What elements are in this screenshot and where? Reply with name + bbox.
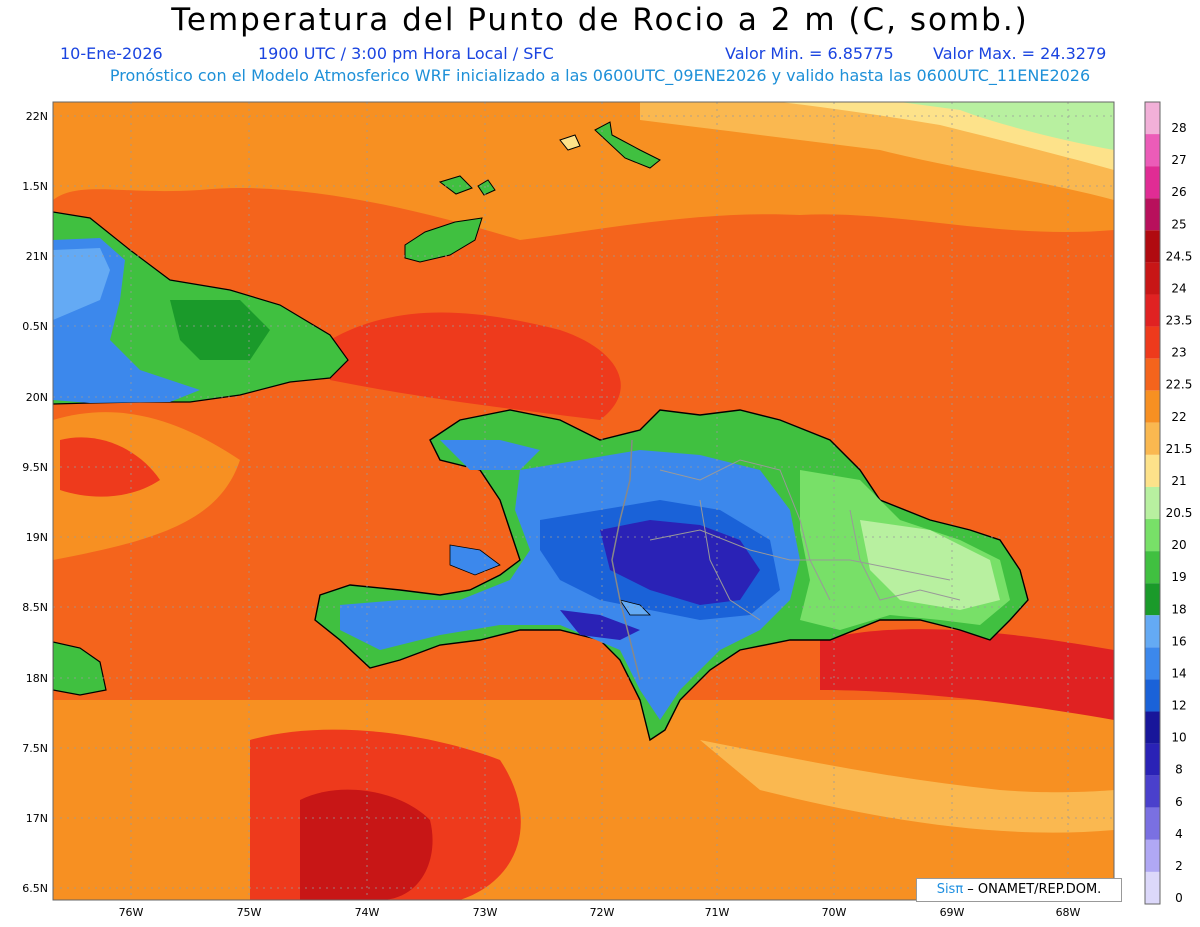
colorbar-label: 6 (1175, 795, 1183, 809)
colorbar-swatch (1145, 486, 1160, 520)
colorbar-swatch (1145, 679, 1160, 712)
colorbar-label: 10 (1171, 731, 1186, 745)
credit-org: – ONAMET/REP.DOM. (963, 882, 1102, 897)
colorbar-label: 4 (1175, 827, 1183, 841)
lon-label: 75W (237, 906, 262, 919)
colorbar-frame (1144, 101, 1161, 905)
colorbar: 2827262524.52423.52322.52221.52120.52019… (1144, 101, 1193, 905)
lat-label: 8.5N (22, 601, 48, 614)
colorbar-label: 2 (1175, 859, 1183, 873)
colorbar-label: 18 (1171, 602, 1186, 616)
colorbar-label: 23.5 (1166, 314, 1193, 328)
colorbar-label: 20 (1171, 538, 1186, 552)
lon-label: 68W (1056, 906, 1081, 919)
lon-label: 69W (940, 906, 965, 919)
lon-label: 73W (473, 906, 498, 919)
max-value: Valor Max. = 24.3279 (933, 44, 1107, 63)
colorbar-swatch (1145, 871, 1160, 904)
forecast-time: 1900 UTC / 3:00 pm Hora Local / SFC (258, 44, 554, 63)
colorbar-swatch (1145, 102, 1160, 135)
colorbar-label: 23 (1171, 346, 1186, 360)
lat-label: 18N (26, 672, 48, 685)
colorbar-label: 24.5 (1166, 249, 1193, 263)
lat-label: 22N (26, 110, 48, 123)
colorbar-swatch (1145, 519, 1160, 552)
sispi-logo: Sisπ (936, 882, 964, 897)
colorbar-swatch (1145, 390, 1160, 423)
lon-label: 76W (119, 906, 144, 919)
map-title: Temperatura del Punto de Rocio a 2 m (C,… (171, 2, 1029, 38)
graticule (53, 102, 1114, 900)
colorbar-swatch (1145, 807, 1160, 840)
colorbar-swatch (1145, 583, 1160, 616)
lat-label: 9.5N (22, 461, 48, 474)
min-value: Valor Min. = 6.85775 (725, 44, 894, 63)
colorbar-swatch (1145, 230, 1160, 263)
colorbar-label: 26 (1171, 185, 1186, 199)
lon-label: 71W (705, 906, 730, 919)
lat-label: 6.5N (22, 882, 48, 895)
model-info: Pronóstico con el Modelo Atmosferico WRF… (109, 66, 1091, 85)
colorbar-swatch (1145, 262, 1160, 295)
lat-label: 7.5N (22, 742, 48, 755)
colorbar-label: 25 (1171, 217, 1186, 231)
colorbar-label: 22 (1171, 410, 1186, 424)
colorbar-swatch (1145, 647, 1160, 680)
colorbar-label: 24 (1171, 281, 1186, 295)
colorbar-label: 28 (1171, 121, 1186, 135)
colorbar-swatch (1145, 166, 1160, 199)
lat-label: 21N (26, 250, 48, 263)
latitude-labels: 22N 1.5N 21N 0.5N 20N 9.5N 19N 8.5N 18N … (22, 110, 48, 895)
forecast-date: 10-Ene-2026 (60, 44, 163, 63)
colorbar-swatch (1145, 422, 1160, 455)
lon-label: 70W (822, 906, 847, 919)
colorbar-swatch (1145, 615, 1160, 648)
colorbar-label: 12 (1171, 699, 1186, 713)
colorbar-label: 19 (1171, 570, 1186, 584)
colorbar-label: 0 (1175, 891, 1183, 905)
colorbar-swatch (1145, 294, 1160, 327)
colorbar-label: 14 (1171, 666, 1186, 680)
colorbar-swatch (1145, 711, 1160, 744)
credit-box: Sisπ – ONAMET/REP.DOM. (916, 878, 1122, 902)
colorbar-label: 16 (1171, 634, 1186, 648)
lat-label: 1.5N (22, 180, 48, 193)
colorbar-swatch (1145, 454, 1160, 487)
colorbar-label: 27 (1171, 153, 1186, 167)
lon-label: 74W (355, 906, 380, 919)
colorbar-swatch (1145, 743, 1160, 776)
lat-label: 0.5N (22, 320, 48, 333)
colorbar-label: 21.5 (1166, 442, 1193, 456)
lat-label: 17N (26, 812, 48, 825)
colorbar-swatch (1145, 326, 1160, 359)
colorbar-label: 8 (1175, 763, 1183, 777)
colorbar-swatch (1145, 551, 1160, 584)
colorbar-swatch (1145, 134, 1160, 167)
dewpoint-field (53, 102, 1114, 900)
colorbar-label: 22.5 (1166, 378, 1193, 392)
colorbar-swatch (1145, 775, 1160, 808)
colorbar-label: 21 (1171, 474, 1186, 488)
lat-label: 19N (26, 531, 48, 544)
lon-label: 72W (590, 906, 615, 919)
colorbar-label: 20.5 (1166, 506, 1193, 520)
longitude-labels: 76W 75W 74W 73W 72W 71W 70W 69W 68W (119, 906, 1081, 919)
lat-label: 20N (26, 391, 48, 404)
colorbar-swatch (1145, 839, 1160, 872)
colorbar-swatch (1145, 358, 1160, 391)
colorbar-swatch (1145, 198, 1160, 231)
